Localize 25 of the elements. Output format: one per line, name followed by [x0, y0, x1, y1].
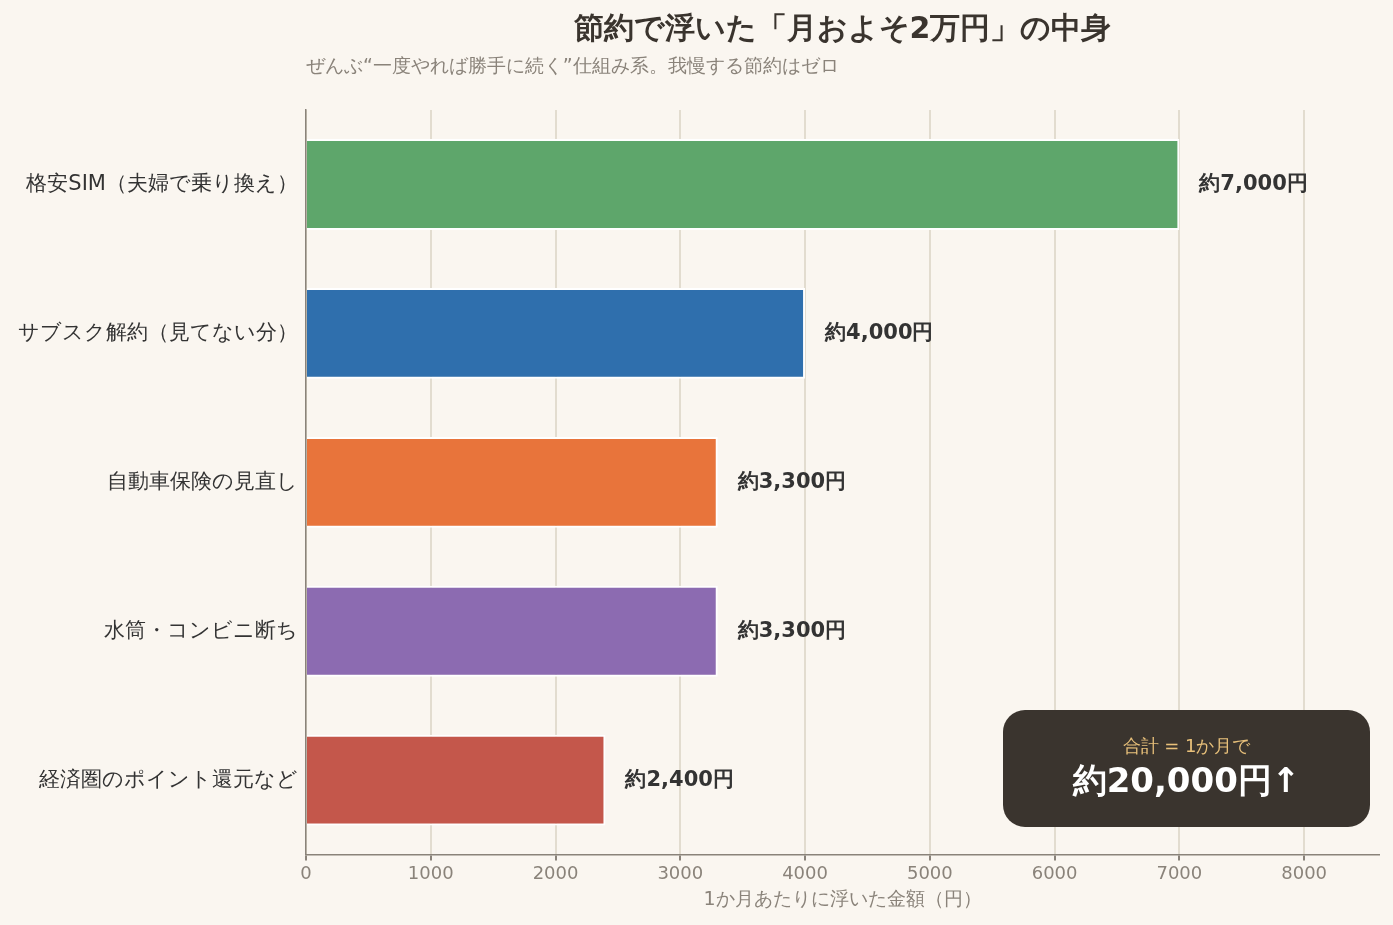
- annotation: 合計 = 1か月で: [1121, 734, 1252, 758]
- x-tick-label: 3000: [657, 862, 704, 884]
- x-tick-label: 1000: [407, 862, 454, 884]
- total-callout: 合計 = 1か月で 約20,000円↑: [1003, 710, 1370, 827]
- x-tick-label: 7000: [1156, 862, 1203, 884]
- data-label: 約4,000円: [824, 319, 934, 344]
- data-label: 約2,400円: [624, 766, 734, 791]
- data-label: 約3,300円: [736, 617, 847, 642]
- y-tick-label: サブスク解約（見てない分）: [18, 319, 298, 344]
- y-tick-label: 経済圏のポイント還元など: [38, 766, 298, 791]
- x-tick-label: 6000: [1031, 862, 1078, 884]
- chart-title: 節約で浮いた「月およそ2万円」の中身: [572, 9, 1112, 45]
- chart-subtitle: ぜんぶ“一度やれば勝手に続く”仕組み系。我慢する節約はゼロ: [306, 53, 839, 76]
- x-tick-label: 2000: [532, 862, 579, 884]
- y-tick-label: 格安SIM（夫婦で乗り換え）: [25, 170, 298, 195]
- x-tick-label: 4000: [782, 862, 828, 884]
- y-tick-label: 水筒・コンビニ断ち: [104, 617, 298, 642]
- annotation: 約20,000円↑: [1071, 759, 1302, 802]
- data-label: 約3,300円: [736, 468, 847, 493]
- x-axis-title: 1か月あたりに浮いた金額（円）: [703, 886, 982, 909]
- x-tick-label: 0: [300, 862, 312, 884]
- data-label: 約7,000円: [1198, 170, 1308, 195]
- x-tick-label: 8000: [1281, 862, 1328, 884]
- x-tick-label: 5000: [906, 862, 953, 884]
- y-tick-label: 自動車保険の見直し: [107, 468, 298, 493]
